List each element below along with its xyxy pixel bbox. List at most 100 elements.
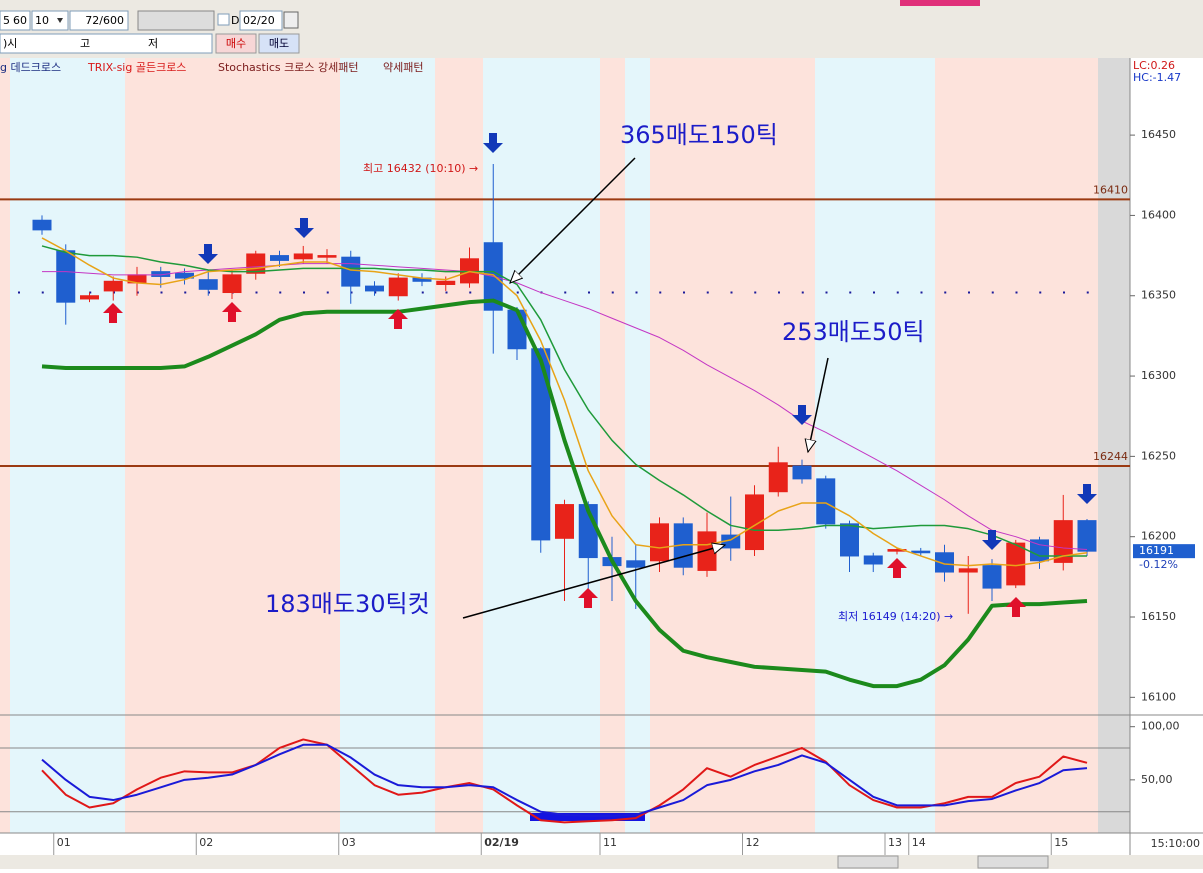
candle-body — [1053, 520, 1073, 563]
candle-body — [246, 253, 266, 274]
bottom-bar — [0, 855, 1203, 869]
x-tick-label: 13 — [888, 836, 902, 849]
candle-body — [911, 550, 931, 554]
nav-buttons[interactable] — [837, 855, 899, 869]
candle-body — [56, 250, 76, 303]
checkbox[interactable] — [217, 13, 230, 26]
candle-body — [982, 565, 1002, 589]
level-label: 16410 — [1093, 183, 1128, 196]
y-tick-label: 16350 — [1141, 289, 1176, 302]
legend-item: Stochastics 크로스 강세패턴 — [218, 61, 359, 74]
price-tag — [1133, 544, 1195, 559]
candle-body — [1077, 520, 1097, 552]
indicator-label: LC:0.26 — [1133, 59, 1175, 72]
x-tick-label: 01 — [57, 836, 71, 849]
candle-body — [80, 295, 99, 300]
field-text: 저 — [148, 37, 158, 50]
field[interactable] — [31, 10, 69, 31]
field-text: 고 — [80, 37, 90, 50]
y-tick-label: 16200 — [1141, 530, 1176, 543]
x-tick-label: 02/19 — [484, 836, 519, 849]
high-note: 최고 16432 (10:10) → — [363, 162, 478, 175]
legend-item: g 데드크로스 — [0, 61, 61, 74]
x-tick-label: 02 — [199, 836, 213, 849]
candle-body — [935, 552, 954, 573]
zoom-buttons[interactable] — [977, 855, 1049, 869]
candle-body — [816, 478, 836, 525]
y-tick-label: 16100 — [1141, 690, 1176, 703]
x-tick-label: 15 — [1054, 836, 1068, 849]
candle-body — [317, 255, 337, 258]
candle-body — [745, 494, 764, 551]
candle-body — [626, 560, 646, 568]
candle-body — [650, 523, 669, 562]
y-tick-label: 16250 — [1141, 449, 1176, 462]
candle-body — [198, 279, 218, 290]
annotation: 253매도50틱 — [782, 318, 925, 346]
ma-line — [41, 237, 1088, 567]
x-tick-label: 14 — [912, 836, 926, 849]
candle-body — [103, 280, 123, 292]
candle-body — [958, 568, 978, 573]
x-tick-label: 11 — [603, 836, 617, 849]
candle-body — [293, 253, 313, 260]
indicator-label: HC:-1.47 — [1133, 71, 1181, 84]
candle-body — [507, 309, 527, 350]
annotation: 183매도30틱컷 — [265, 590, 430, 618]
candle-body — [768, 462, 788, 493]
y-tick-label: 100,00 — [1141, 720, 1180, 733]
change-label: -0.12% — [1139, 558, 1178, 571]
field[interactable] — [0, 10, 31, 31]
annotation-arrow — [510, 157, 636, 283]
candle-body — [365, 285, 384, 292]
top-button[interactable] — [900, 0, 980, 6]
button-text: 매수 — [226, 37, 246, 50]
field-text: D — [231, 14, 239, 27]
y-tick-label: 16300 — [1141, 369, 1176, 382]
low-note: 최저 16149 (14:20) → — [838, 610, 953, 623]
legend-item: TRIX-sig 골든크로스 — [87, 61, 186, 74]
candle-body — [436, 280, 456, 285]
button-text: 매도 — [269, 37, 289, 50]
candle-body — [341, 256, 361, 287]
candle-body — [792, 465, 812, 480]
stoch-line — [41, 738, 1088, 824]
field[interactable] — [239, 10, 283, 31]
field-text: 10 — [35, 14, 49, 27]
field[interactable] — [69, 10, 129, 31]
candle-body — [175, 272, 194, 279]
y-tick-label: 50,00 — [1141, 773, 1173, 786]
stoch-line — [41, 743, 1088, 817]
dropdown[interactable] — [57, 18, 63, 23]
buy-button[interactable] — [215, 33, 257, 54]
sell-button[interactable] — [258, 33, 300, 54]
field-text: 02/20 — [243, 14, 275, 27]
annotation-arrow — [808, 357, 829, 452]
candle-body — [840, 523, 859, 557]
calendar[interactable] — [283, 11, 299, 29]
price-tag-text: 16191 — [1139, 544, 1174, 557]
field[interactable] — [0, 33, 213, 54]
candle-body — [388, 277, 408, 297]
level-label: 16244 — [1093, 450, 1128, 463]
field-text: 72/600 — [85, 14, 124, 27]
annotation: 365매도150틱 — [620, 121, 778, 149]
candle-body — [270, 255, 289, 261]
candle-body — [863, 555, 883, 565]
time-label: 15:10:00 — [1151, 837, 1200, 850]
bands — [0, 58, 1203, 869]
ma-line — [42, 263, 1088, 551]
candle-body — [555, 504, 574, 539]
field-text: 60 — [13, 14, 27, 27]
candle-body — [531, 348, 551, 541]
field-text: 5 — [3, 14, 10, 27]
legend-item: 약세패턴 — [383, 60, 423, 74]
icon-group[interactable] — [137, 10, 215, 31]
candle-body — [32, 219, 52, 231]
y-tick-label: 16150 — [1141, 610, 1176, 623]
field-text: )시 — [3, 37, 17, 50]
annotation-arrow — [462, 545, 725, 619]
y-tick-label: 16400 — [1141, 208, 1176, 221]
